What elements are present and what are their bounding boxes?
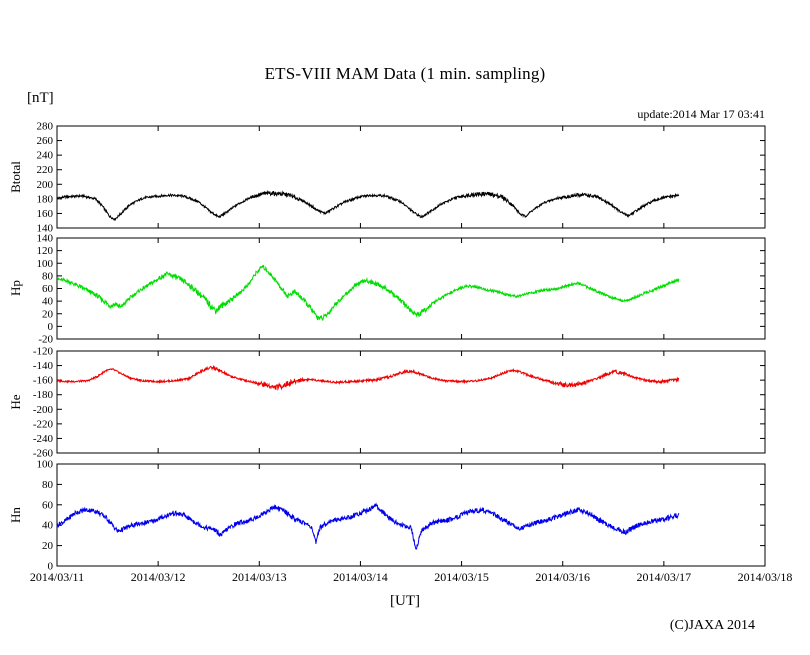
svg-text:2014/03/15: 2014/03/15 (434, 570, 489, 584)
panel-label-hn: Hn (8, 507, 23, 523)
copyright-label: (C)JAXA 2014 (669, 618, 755, 633)
svg-text:2014/03/16: 2014/03/16 (535, 570, 590, 584)
svg-text:80: 80 (42, 479, 54, 491)
svg-text:200: 200 (37, 179, 54, 191)
svg-text:0: 0 (48, 561, 54, 573)
svg-text:260: 260 (37, 135, 54, 147)
svg-text:-140: -140 (33, 360, 54, 372)
chart-title: ETS-VIII MAM Data (1 min. sampling) (264, 64, 546, 83)
svg-text:180: 180 (37, 193, 54, 205)
svg-text:140: 140 (37, 233, 54, 245)
svg-text:240: 240 (37, 150, 54, 162)
svg-text:60: 60 (42, 499, 54, 511)
svg-text:80: 80 (42, 270, 54, 282)
svg-text:160: 160 (37, 208, 54, 220)
svg-text:0: 0 (48, 321, 54, 333)
svg-text:2014/03/13: 2014/03/13 (232, 570, 287, 584)
svg-text:140: 140 (37, 223, 54, 235)
panel-label-hp: Hp (8, 280, 23, 296)
svg-text:-120: -120 (33, 346, 54, 358)
svg-text:-200: -200 (33, 404, 54, 416)
svg-text:-180: -180 (33, 389, 54, 401)
x-axis-label: [UT] (390, 593, 420, 609)
svg-text:2014/03/14: 2014/03/14 (333, 570, 388, 584)
svg-text:-220: -220 (33, 418, 54, 430)
svg-text:120: 120 (37, 245, 54, 257)
svg-text:2014/03/18: 2014/03/18 (738, 570, 793, 584)
panel-label-btotal: Btotal (8, 161, 23, 193)
panel-label-he: He (8, 394, 23, 410)
svg-text:-260: -260 (33, 448, 54, 460)
svg-text:20: 20 (42, 308, 54, 320)
svg-text:100: 100 (37, 258, 54, 270)
svg-text:60: 60 (42, 283, 54, 295)
svg-text:2014/03/17: 2014/03/17 (637, 570, 692, 584)
svg-text:-240: -240 (33, 433, 54, 445)
svg-text:-20: -20 (38, 334, 53, 346)
svg-text:40: 40 (42, 520, 54, 532)
svg-text:2014/03/11: 2014/03/11 (30, 570, 84, 584)
svg-text:280: 280 (37, 121, 54, 133)
svg-text:40: 40 (42, 296, 54, 308)
svg-text:2014/03/12: 2014/03/12 (131, 570, 186, 584)
svg-text:220: 220 (37, 164, 54, 176)
update-timestamp: update:2014 Mar 17 03:41 (637, 107, 765, 121)
svg-text:20: 20 (42, 540, 54, 552)
y-axis-unit-label: [nT] (27, 90, 54, 106)
svg-text:100: 100 (37, 459, 54, 471)
svg-text:-160: -160 (33, 375, 54, 387)
